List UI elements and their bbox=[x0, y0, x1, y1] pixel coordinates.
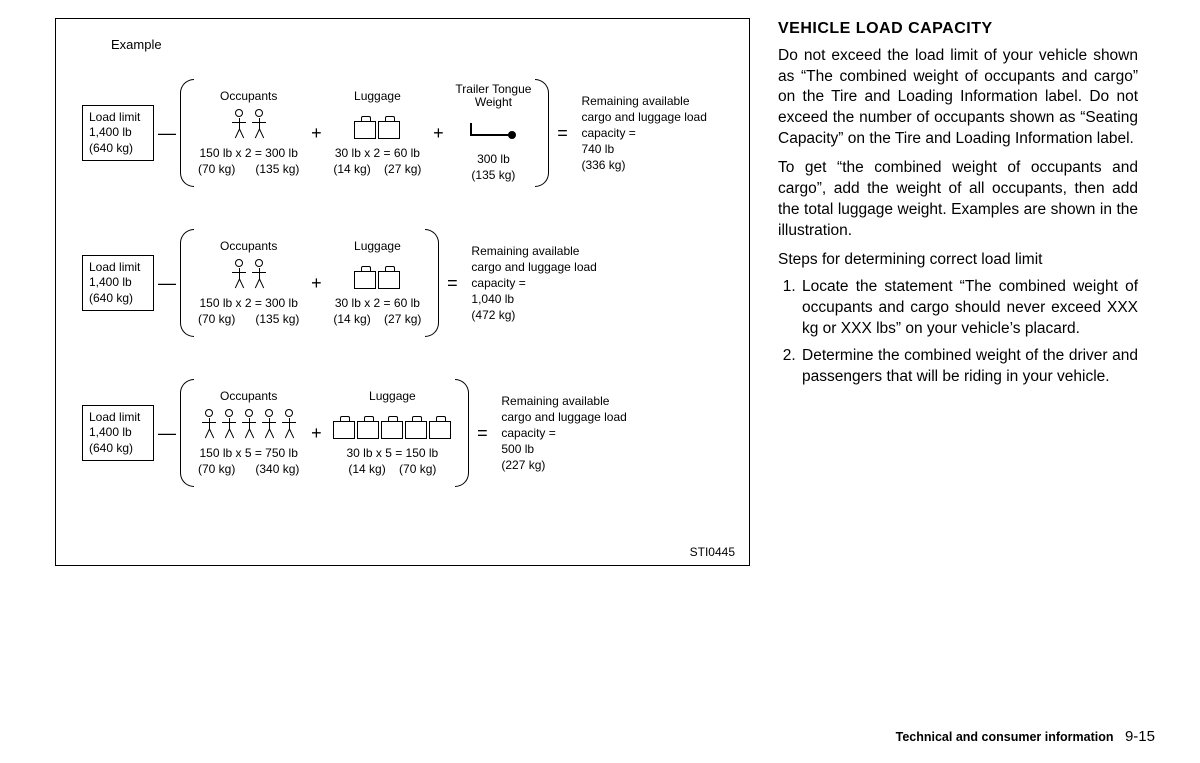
calc-row: Load limit1,400 lb(640 kg)— Occupants150 … bbox=[82, 79, 735, 187]
minus-op: — bbox=[154, 123, 180, 144]
bracket-right-icon bbox=[455, 379, 469, 487]
bracket-left-icon bbox=[180, 379, 194, 487]
person-icon bbox=[200, 409, 218, 441]
plus-op: + bbox=[303, 273, 329, 294]
minus-op: — bbox=[154, 423, 180, 444]
plus-op: + bbox=[303, 123, 329, 144]
bracket-right-icon bbox=[535, 79, 549, 187]
luggage-icon bbox=[405, 421, 427, 439]
luggage-icon bbox=[354, 271, 376, 289]
steps-list: Locate the statement “The combined weigh… bbox=[778, 277, 1138, 388]
footer-section: Technical and consumer information bbox=[896, 730, 1114, 744]
paragraph: Do not exceed the load limit of your veh… bbox=[778, 46, 1138, 151]
bracket-left-icon bbox=[180, 229, 194, 337]
luggage-icon bbox=[381, 421, 403, 439]
load-limit-box: Load limit1,400 lb(640 kg) bbox=[82, 405, 154, 462]
minus-op: — bbox=[154, 273, 180, 294]
load-limit-box: Load limit1,400 lb(640 kg) bbox=[82, 105, 154, 162]
person-icon bbox=[250, 109, 268, 141]
equals-op: = bbox=[469, 423, 495, 444]
example-label: Example bbox=[111, 37, 162, 52]
load-capacity-diagram: Example Load limit1,400 lb(640 kg)—Occup… bbox=[55, 18, 750, 566]
calc-row: Load limit1,400 lb(640 kg)— Occupants150 … bbox=[82, 229, 735, 337]
subheading: Steps for determining correct load limit bbox=[778, 250, 1138, 271]
luggage-icon bbox=[378, 121, 400, 139]
result-text: Remaining available cargo and luggage lo… bbox=[495, 393, 635, 474]
manual-page: Example Load limit1,400 lb(640 kg)—Occup… bbox=[0, 0, 1200, 574]
person-icon bbox=[260, 409, 278, 441]
footer-page: 9-15 bbox=[1125, 728, 1155, 745]
luggage-icon bbox=[429, 421, 451, 439]
section-heading: VEHICLE LOAD CAPACITY bbox=[778, 18, 1138, 40]
equals-op: = bbox=[549, 123, 575, 144]
luggage-icon bbox=[354, 121, 376, 139]
trailer-term: Trailer TongueWeight300 lb (135 kg) bbox=[451, 83, 535, 184]
list-item: Locate the statement “The combined weigh… bbox=[800, 277, 1138, 340]
result-text: Remaining available cargo and luggage lo… bbox=[465, 243, 605, 324]
text-column: VEHICLE LOAD CAPACITY Do not exceed the … bbox=[778, 18, 1138, 566]
occupants-term: Occupants150 lb x 2 = 300 lb (70 kg) (13… bbox=[194, 239, 303, 327]
person-icon bbox=[250, 259, 268, 291]
trailer-tongue-icon bbox=[470, 123, 516, 147]
luggage-term: Luggage30 lb x 5 = 150 lb (14 kg) (70 kg… bbox=[329, 389, 455, 477]
luggage-icon bbox=[357, 421, 379, 439]
person-icon bbox=[220, 409, 238, 441]
list-item: Determine the combined weight of the dri… bbox=[800, 346, 1138, 388]
calc-row: Load limit1,400 lb(640 kg)— Occupants150 … bbox=[82, 379, 735, 487]
plus-op: + bbox=[425, 123, 451, 144]
occupants-term: Occupants150 lb x 5 = 750 lb (70 kg) (34… bbox=[194, 389, 303, 477]
bracket-right-icon bbox=[425, 229, 439, 337]
bracket-left-icon bbox=[180, 79, 194, 187]
person-icon bbox=[230, 109, 248, 141]
plus-op: + bbox=[303, 423, 329, 444]
figure-code: STI0445 bbox=[690, 545, 735, 559]
person-icon bbox=[230, 259, 248, 291]
person-icon bbox=[280, 409, 298, 441]
occupants-term: Occupants150 lb x 2 = 300 lb (70 kg) (13… bbox=[194, 89, 303, 177]
result-text: Remaining available cargo and luggage lo… bbox=[575, 93, 715, 174]
luggage-term: Luggage30 lb x 2 = 60 lb (14 kg) (27 kg) bbox=[329, 239, 425, 327]
calc-rows: Load limit1,400 lb(640 kg)—Occupants150 … bbox=[82, 79, 735, 529]
luggage-icon bbox=[378, 271, 400, 289]
person-icon bbox=[240, 409, 258, 441]
page-footer: Technical and consumer information 9-15 bbox=[896, 728, 1155, 745]
paragraph: To get “the combined weight of occupants… bbox=[778, 158, 1138, 242]
luggage-term: Luggage30 lb x 2 = 60 lb (14 kg) (27 kg) bbox=[329, 89, 425, 177]
luggage-icon bbox=[333, 421, 355, 439]
load-limit-box: Load limit1,400 lb(640 kg) bbox=[82, 255, 154, 312]
equals-op: = bbox=[439, 273, 465, 294]
